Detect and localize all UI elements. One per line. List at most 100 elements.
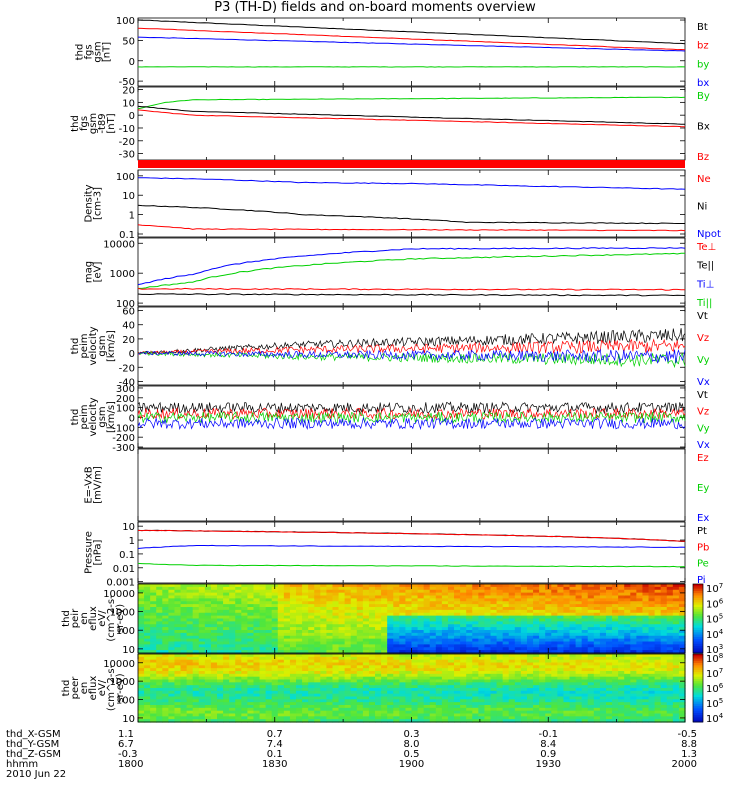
- heatmap-cell: [265, 682, 273, 686]
- heatmap-cell: [192, 679, 200, 683]
- heatmap-cell: [454, 696, 461, 700]
- heatmap-cell: [520, 665, 528, 669]
- heatmap-cell: [344, 671, 352, 675]
- heatmap-cell: [520, 699, 528, 703]
- heatmap-cell: [375, 665, 382, 669]
- heatmap-cell: [526, 719, 534, 723]
- heatmap-cell: [575, 685, 583, 689]
- heatmap-cell: [375, 627, 382, 631]
- heatmap-cell: [162, 676, 169, 681]
- heatmap-cell: [429, 713, 437, 717]
- heatmap-cell: [186, 609, 194, 614]
- heatmap-cell: [387, 665, 394, 669]
- heatmap-cell: [636, 647, 644, 651]
- heatmap-cell: [277, 707, 285, 712]
- heatmap-cell: [399, 702, 407, 706]
- heatmap-cell: [441, 710, 449, 715]
- heatmap-cell: [338, 690, 346, 695]
- heatmap-cell: [660, 618, 668, 622]
- heatmap-cell: [350, 592, 358, 597]
- heatmap-cell: [308, 635, 315, 640]
- heatmap-cell: [666, 609, 674, 614]
- heatmap-cell: [508, 609, 516, 614]
- heatmap-cell: [150, 601, 157, 605]
- heatmap-cell: [526, 659, 534, 664]
- heatmap-cell: [138, 676, 145, 681]
- heatmap-cell: [648, 713, 656, 717]
- heatmap-cell: [466, 656, 473, 661]
- heatmap-cell: [660, 635, 668, 640]
- heatmap-cell: [186, 604, 194, 608]
- heatmap-cell: [174, 638, 182, 643]
- heatmap-cell: [350, 604, 358, 608]
- heatmap-cell: [454, 665, 461, 669]
- heatmap-cell: [539, 624, 546, 628]
- heatmap-cell: [283, 656, 291, 661]
- heatmap-cell: [642, 710, 650, 715]
- y-tick-label: 100: [116, 404, 135, 415]
- heatmap-cell: [660, 688, 668, 692]
- heatmap-cell: [447, 592, 455, 597]
- heatmap-cell: [204, 685, 212, 689]
- heatmap-cell: [569, 696, 577, 700]
- heatmap-cell: [253, 584, 261, 588]
- heatmap-cell: [441, 690, 449, 695]
- heatmap-cell: [356, 710, 364, 715]
- heatmap-cell: [429, 668, 437, 672]
- heatmap-cell: [660, 716, 668, 720]
- heatmap-cell: [551, 589, 558, 594]
- heatmap-cell: [180, 632, 188, 637]
- heatmap-cell: [289, 693, 297, 698]
- heatmap-cell: [350, 665, 358, 669]
- heatmap-cell: [454, 609, 461, 614]
- heatmap-cell: [502, 644, 510, 648]
- heatmap-cell: [490, 665, 498, 669]
- heatmap-cell: [247, 656, 255, 661]
- heatmap-cell: [612, 713, 619, 717]
- heatmap-cell: [344, 595, 352, 599]
- heatmap-cell: [265, 650, 273, 654]
- heatmap-cell: [320, 595, 328, 599]
- heatmap-cell: [502, 673, 510, 678]
- heatmap-cell: [472, 632, 479, 637]
- heatmap-cell: [308, 604, 315, 608]
- heatmap-cell: [678, 598, 686, 602]
- heatmap-cell: [612, 615, 619, 620]
- heatmap-cell: [496, 589, 504, 594]
- heatmap-cell: [563, 713, 571, 717]
- heatmap-cell: [533, 654, 540, 658]
- heatmap-cell: [520, 647, 528, 651]
- heatmap-cell: [162, 690, 169, 695]
- heatmap-cell: [277, 682, 285, 686]
- y-axis-label: -t89: [97, 113, 108, 133]
- heatmap-cell: [423, 716, 431, 720]
- heatmap-cell: [314, 609, 321, 614]
- heatmap-cell: [350, 705, 358, 709]
- heatmap-cell: [502, 693, 510, 698]
- heatmap-cell: [648, 589, 656, 594]
- heatmap-cell: [642, 635, 650, 640]
- heatmap-cell: [490, 641, 498, 645]
- heatmap-cell: [654, 630, 662, 634]
- y-axis-label: en: [79, 682, 90, 695]
- heatmap-cell: [217, 654, 224, 658]
- heatmap-cell: [526, 607, 534, 611]
- heatmap-cell: [478, 586, 486, 591]
- heatmap-cell: [569, 662, 577, 666]
- heatmap-cell: [423, 710, 431, 715]
- heatmap-cell: [447, 668, 455, 672]
- heatmap-cell: [490, 627, 498, 631]
- heatmap-cell: [259, 592, 267, 597]
- heatmap-cell: [393, 615, 400, 620]
- heatmap-cell: [253, 716, 261, 720]
- heatmap-cell: [526, 699, 534, 703]
- heatmap-cell: [502, 688, 510, 692]
- heatmap-cell: [587, 705, 595, 709]
- heatmap-cell: [472, 659, 479, 664]
- heatmap-cell: [654, 615, 662, 620]
- heatmap-cell: [630, 688, 637, 692]
- heatmap-cell: [417, 668, 425, 672]
- heatmap-cell: [533, 615, 540, 620]
- heatmap-cell: [332, 630, 340, 634]
- heatmap-cell: [502, 679, 510, 683]
